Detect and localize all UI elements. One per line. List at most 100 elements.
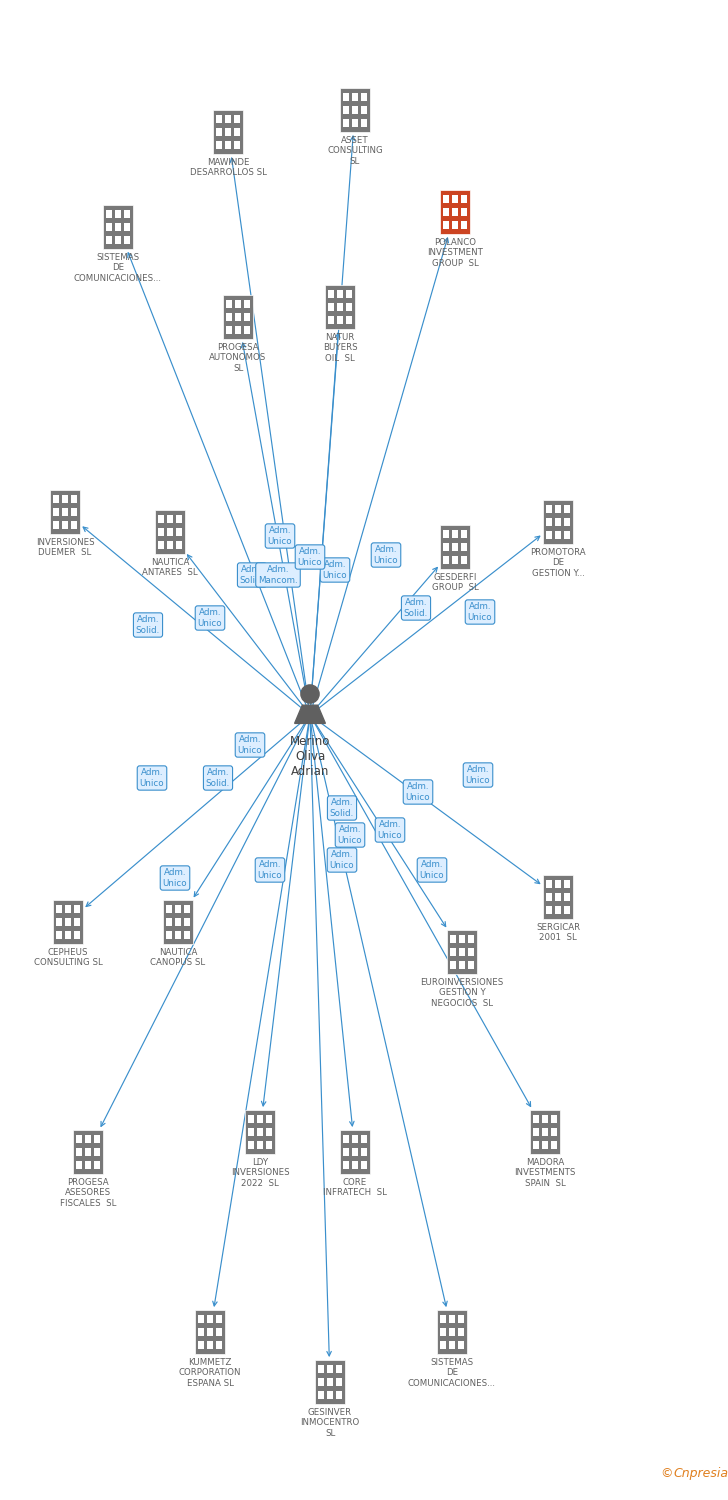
Bar xyxy=(216,128,222,136)
Bar xyxy=(534,1128,539,1136)
Text: SISTEMAS
DE
COMUNICACIONES...: SISTEMAS DE COMUNICACIONES... xyxy=(408,1358,496,1388)
Bar xyxy=(106,224,112,231)
Bar xyxy=(551,1128,556,1136)
Bar xyxy=(57,918,62,926)
Text: ASSET
CONSULTING
SL: ASSET CONSULTING SL xyxy=(327,136,383,166)
Bar xyxy=(547,531,552,538)
Bar xyxy=(175,918,181,926)
Bar xyxy=(551,1142,556,1149)
Bar xyxy=(266,1128,272,1136)
Bar xyxy=(257,1142,263,1149)
Bar xyxy=(361,106,367,114)
Bar xyxy=(440,190,470,234)
Bar xyxy=(452,543,458,550)
Bar xyxy=(318,1365,324,1372)
Bar xyxy=(266,1114,272,1124)
Bar xyxy=(452,530,458,538)
Text: Adm.
Unico: Adm. Unico xyxy=(378,821,403,840)
Bar xyxy=(352,1136,357,1143)
Bar xyxy=(226,314,232,321)
Bar xyxy=(449,1316,455,1323)
Bar xyxy=(124,224,130,231)
Bar xyxy=(443,556,449,564)
Bar xyxy=(167,528,173,536)
Bar xyxy=(458,1341,464,1348)
Bar xyxy=(199,1316,204,1323)
Text: Adm.
Unico: Adm. Unico xyxy=(198,609,222,627)
Bar xyxy=(85,1148,91,1156)
Bar xyxy=(167,904,172,914)
Bar xyxy=(85,1136,91,1143)
Bar xyxy=(443,195,449,202)
Bar xyxy=(234,141,240,148)
Bar xyxy=(564,880,569,888)
Bar xyxy=(555,531,561,538)
Bar xyxy=(216,116,222,123)
Bar xyxy=(543,500,573,544)
Bar xyxy=(547,506,552,513)
Bar xyxy=(336,1378,341,1386)
Bar xyxy=(328,1390,333,1400)
Text: Adm.
Unico: Adm. Unico xyxy=(298,548,323,567)
Bar xyxy=(226,300,232,307)
Bar xyxy=(244,326,250,334)
Text: POLANCO
INVESTMENT
GROUP  SL: POLANCO INVESTMENT GROUP SL xyxy=(427,238,483,268)
Bar xyxy=(71,495,76,502)
Bar xyxy=(547,892,552,902)
Bar xyxy=(459,948,464,956)
Bar xyxy=(344,106,349,114)
Bar xyxy=(452,209,458,216)
Text: Cnpresia: Cnpresia xyxy=(673,1467,728,1480)
Bar xyxy=(543,874,573,920)
Text: Adm.
Unico: Adm. Unico xyxy=(237,735,262,754)
Text: Adm.
Mancom.: Adm. Mancom. xyxy=(258,566,298,585)
Bar xyxy=(63,495,68,502)
Bar xyxy=(248,1142,254,1149)
Bar xyxy=(225,128,231,136)
Text: KUMMETZ
CORPORATION
ESPANA SL: KUMMETZ CORPORATION ESPANA SL xyxy=(179,1358,241,1388)
Bar xyxy=(344,93,349,100)
Bar xyxy=(361,1136,367,1143)
Bar xyxy=(547,880,552,888)
Bar xyxy=(235,314,241,321)
Bar xyxy=(199,1328,204,1336)
Bar xyxy=(555,892,561,902)
Bar xyxy=(555,506,561,513)
Bar xyxy=(159,542,164,549)
Bar xyxy=(94,1136,100,1143)
Bar xyxy=(124,236,130,244)
Bar xyxy=(564,892,569,902)
Circle shape xyxy=(301,686,319,703)
Bar xyxy=(340,1130,370,1174)
Bar xyxy=(328,1378,333,1386)
Bar xyxy=(207,1341,213,1348)
Text: Adm.
Solid.: Adm. Solid. xyxy=(136,615,160,634)
Text: Adm.
Unico: Adm. Unico xyxy=(162,868,187,888)
Bar xyxy=(257,1128,263,1136)
Text: CORE
INFRATECH  SL: CORE INFRATECH SL xyxy=(323,1178,387,1197)
Bar xyxy=(225,141,231,148)
Text: MADORA
INVESTMENTS
SPAIN  SL: MADORA INVESTMENTS SPAIN SL xyxy=(514,1158,576,1188)
Text: Adm.
Unico: Adm. Unico xyxy=(419,861,444,879)
Bar xyxy=(167,542,173,549)
Text: PROGESA
ASESORES
FISCALES  SL: PROGESA ASESORES FISCALES SL xyxy=(60,1178,116,1208)
Bar xyxy=(325,285,355,328)
Bar xyxy=(124,210,130,218)
Bar xyxy=(564,906,569,914)
Text: Adm.
Unico: Adm. Unico xyxy=(405,783,430,801)
Bar xyxy=(346,316,352,324)
Bar xyxy=(344,1161,349,1168)
Text: CEPHEUS
CONSULTING SL: CEPHEUS CONSULTING SL xyxy=(33,948,103,968)
Bar xyxy=(443,220,449,230)
Bar xyxy=(184,904,189,914)
Bar xyxy=(167,918,172,926)
Bar xyxy=(207,1328,213,1336)
Bar xyxy=(346,290,352,298)
Bar xyxy=(328,290,334,298)
Bar xyxy=(461,530,467,538)
Bar xyxy=(551,1114,556,1124)
Bar xyxy=(337,303,343,310)
Bar xyxy=(336,1390,341,1400)
Text: NAUTICA
ANTARES  SL: NAUTICA ANTARES SL xyxy=(142,558,198,578)
Text: Adm.
Solid.: Adm. Solid. xyxy=(240,566,264,585)
